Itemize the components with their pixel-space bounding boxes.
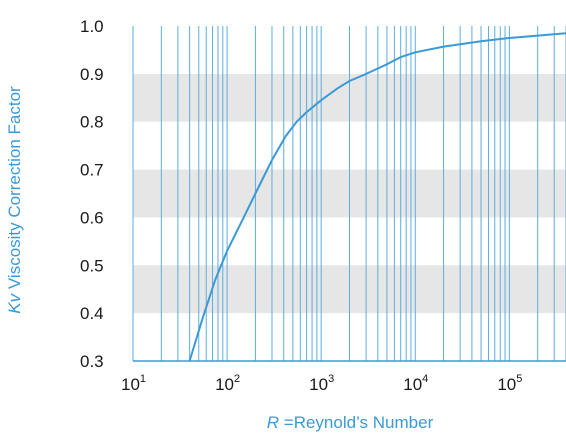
y-tick-label: 0.5	[80, 256, 104, 275]
y-tick-label: 0.9	[80, 65, 104, 84]
y-tick-label: 0.8	[80, 113, 104, 132]
y-tick-label: 1.0	[80, 17, 104, 36]
y-tick-label: 0.6	[80, 208, 104, 227]
vertical-gridlines	[132, 26, 566, 361]
y-tick-label: 0.7	[80, 161, 104, 180]
x-tick-label: 103	[309, 373, 334, 394]
x-axis-symbol: R	[267, 413, 279, 432]
x-tick-label: 101	[121, 373, 146, 394]
x-tick-label: 104	[403, 373, 428, 394]
y-axis-title: Kv Viscosity Correction Factor	[5, 86, 24, 314]
series-line	[188, 32, 566, 362]
x-axis-text: =Reynold’s Number	[279, 413, 434, 432]
x-axis-title: R =Reynold’s Number	[267, 413, 434, 432]
x-tick-label: 102	[215, 373, 240, 394]
x-tick-label: 105	[497, 373, 522, 394]
y-axis-symbol: Kv	[5, 292, 24, 313]
y-tick-labels: 0.3 0.4 0.5 0.6 0.7 0.8 0.9 1.0	[80, 17, 104, 371]
y-tick-label: 0.3	[80, 352, 104, 371]
y-tick-label: 0.4	[80, 304, 104, 323]
x-tick-labels: 101 102 103 104 105	[121, 373, 522, 394]
y-axis-text: Viscosity Correction Factor	[5, 86, 24, 294]
